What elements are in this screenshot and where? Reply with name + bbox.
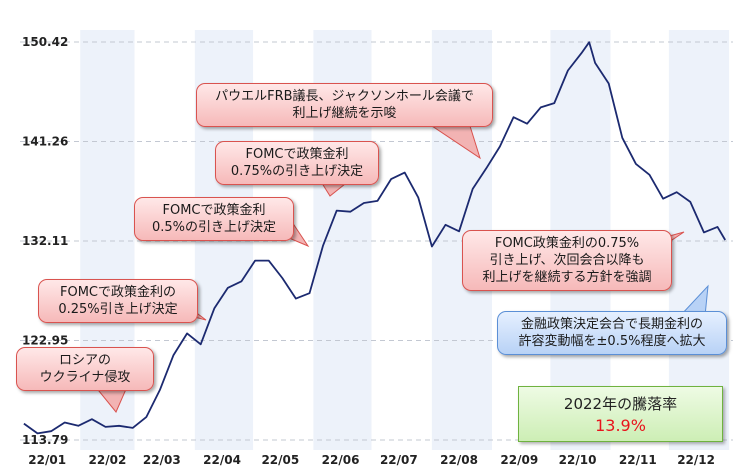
callout-line: FOMC政策金利の0.75% xyxy=(494,236,640,251)
callout-line: ウクライナ侵攻 xyxy=(39,370,131,385)
callout-fomc-nov: FOMC政策金利の0.75% 引き上げ、次回会合以降も 利上げを継続する方針を強… xyxy=(462,230,672,291)
x-tick-label: 22/07 xyxy=(380,453,418,467)
callout-powell: パウエルFRB議長、ジャクソンホール会議で 利上げ継続を示唆 xyxy=(196,83,493,127)
callout-line: FOMCで政策金利の xyxy=(59,285,176,300)
x-tick-label: 22/11 xyxy=(619,453,657,467)
x-tick-label: 22/09 xyxy=(500,453,538,467)
y-tick-label: 113.79 xyxy=(22,433,68,447)
x-tick-label: 22/12 xyxy=(677,453,715,467)
annual-return-title: 2022年の騰落率 xyxy=(563,395,678,413)
x-axis-labels: 22/01 22/02 22/03 22/04 22/05 22/06 22/07 22/08… xyxy=(28,453,715,467)
callout-fomc-025: FOMCで政策金利の 0.25%引き上げ決定 xyxy=(38,279,198,323)
y-tick-label: 141.26 xyxy=(22,135,68,149)
y-tick-label: 132.11 xyxy=(22,234,68,248)
x-tick-label: 22/01 xyxy=(28,453,66,467)
callout-line: FOMCで政策金利 xyxy=(245,147,349,162)
month-band xyxy=(668,30,730,450)
y-tick-label: 122.95 xyxy=(22,333,68,347)
y-tick-label: 150.42 xyxy=(22,35,68,49)
callout-line: 0.25%引き上げ決定 xyxy=(58,302,178,317)
callout-line: パウエルFRB議長、ジャクソンホール会議で xyxy=(215,89,474,104)
callout-line: 許容変動幅を±0.5%程度へ拡大 xyxy=(518,334,706,349)
series-line xyxy=(23,41,726,435)
callout-fomc-05: FOMCで政策金利 0.5%の引き上げ決定 xyxy=(134,197,294,241)
annual-return-box: 2022年の騰落率 13.9% xyxy=(518,386,723,442)
callout-line: 利上げ継続を示唆 xyxy=(292,106,397,121)
annual-return-value: 13.9% xyxy=(595,416,646,435)
callout-line: 0.5%の引き上げ決定 xyxy=(151,220,277,235)
callout-line: FOMCで政策金利 xyxy=(162,203,266,218)
callout-fomc-075: FOMCで政策金利 0.75%の引き上げ決定 xyxy=(215,141,379,185)
callout-line: 利上げを継続する方針を強調 xyxy=(482,270,652,285)
x-tick-label: 22/08 xyxy=(440,453,478,467)
callout-russia: ロシアの ウクライナ侵攻 xyxy=(16,347,154,391)
x-tick-label: 22/10 xyxy=(559,453,597,467)
callout-line: ロシアの xyxy=(58,353,111,368)
x-tick-label: 22/05 xyxy=(261,453,299,467)
y-axis-labels: 150.42 141.26 132.11 122.95 113.79 xyxy=(22,35,68,447)
callout-line: 金融政策決定会合で長期金利の xyxy=(520,317,703,332)
x-tick-label: 22/03 xyxy=(143,453,181,467)
x-tick-label: 22/04 xyxy=(203,453,241,467)
callout-boj: 金融政策決定会合で長期金利の 許容変動幅を±0.5%程度へ拡大 xyxy=(497,311,727,355)
callout-line: 引き上げ、次回会合以降も xyxy=(489,253,645,268)
callout-line: 0.75%の引き上げ決定 xyxy=(230,164,364,179)
x-tick-label: 22/06 xyxy=(322,453,360,467)
x-tick-label: 22/02 xyxy=(89,453,127,467)
